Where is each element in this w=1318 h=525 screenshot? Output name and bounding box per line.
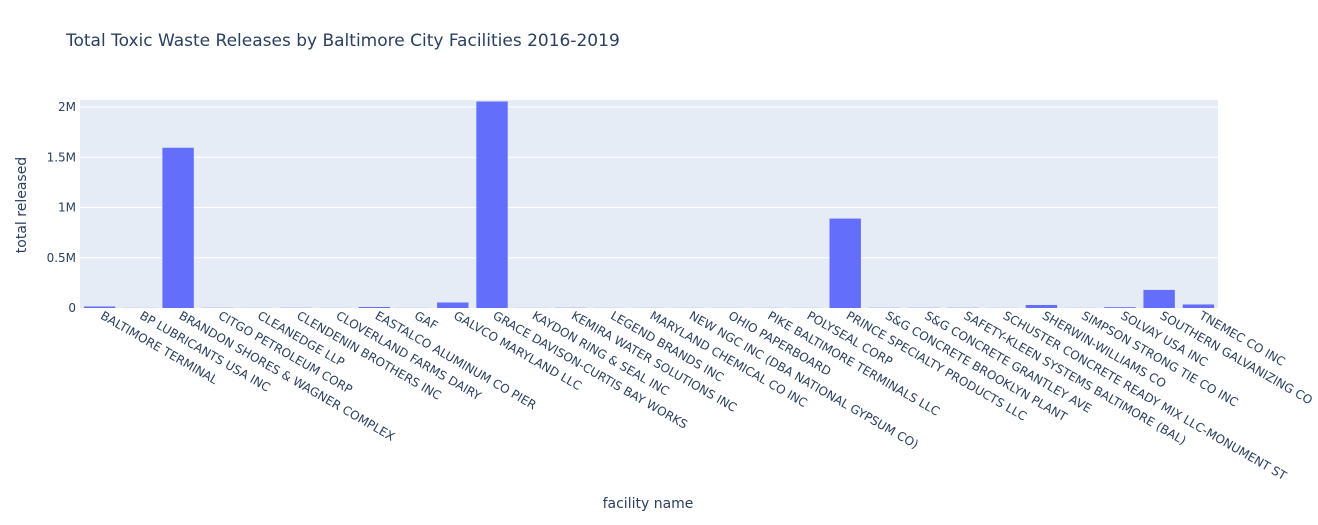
bar	[829, 218, 861, 308]
y-axis-title: total released	[14, 156, 30, 254]
bar	[437, 302, 469, 308]
bar	[358, 306, 391, 308]
bar	[162, 147, 194, 308]
bar	[83, 306, 116, 308]
bar	[476, 101, 508, 308]
y-tick-label: 0.5M	[47, 251, 76, 265]
plot-area	[80, 100, 1218, 308]
bar	[1182, 304, 1215, 308]
bar	[1143, 289, 1175, 308]
y-tick-label: 2M	[58, 100, 76, 114]
y-tick-label: 1M	[58, 201, 76, 215]
x-axis-title: facility name	[602, 496, 694, 512]
bar	[1025, 304, 1058, 308]
bar	[1104, 307, 1136, 308]
y-tick-label: 0	[68, 301, 76, 315]
chart-title: Total Toxic Waste Releases by Baltimore …	[66, 31, 620, 51]
x-tick-label: SOUTHERN GALVANIZING CO	[1158, 308, 1315, 407]
y-tick-label: 1.5M	[47, 150, 76, 164]
